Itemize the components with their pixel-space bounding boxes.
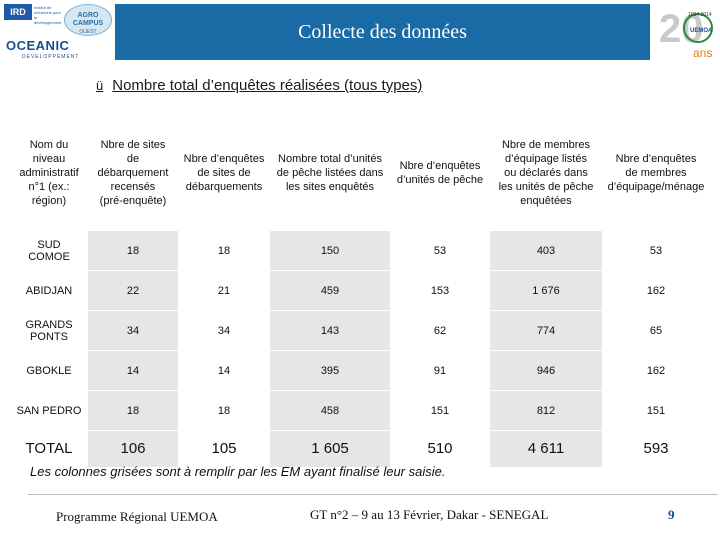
value-cell: 18 xyxy=(88,390,178,431)
agrocampus-logo-text: AGRO CAMPUS xyxy=(72,12,104,27)
value-cell: 53 xyxy=(602,230,710,271)
header-cell: Nbre de sites de débarquement recensés (… xyxy=(97,139,169,207)
table-row: ABIDJAN 22 21 459 153 1 676 162 xyxy=(10,270,710,311)
value-cell: 62 xyxy=(390,310,490,351)
header-cell: Nbre d’enquêtes de sites de débarquement… xyxy=(183,153,265,193)
value-cell: 1 676 xyxy=(490,270,602,311)
value-cell: 151 xyxy=(602,390,710,431)
header-cell: Nom du niveau administratif n°1 (ex.: ré… xyxy=(19,139,79,207)
section-subtitle-text: Nombre total d’enquêtes réalisées (tous … xyxy=(112,77,423,94)
uemoa-20-years-logo: 20 1994 2014 UEMOA ans xyxy=(655,2,717,60)
value-cell: 153 xyxy=(390,270,490,311)
value-cell: 18 xyxy=(178,390,270,431)
value-cell: 774 xyxy=(490,310,602,351)
value-cell: 151 xyxy=(390,390,490,431)
footer-program: Programme Régional UEMOA xyxy=(56,509,218,524)
agrocampus-logo-sub: OUEST xyxy=(79,29,97,35)
region-cell: SAN PEDRO xyxy=(10,390,88,431)
value-cell: 946 xyxy=(490,350,602,391)
value-cell: 34 xyxy=(178,310,270,351)
value-cell: 395 xyxy=(270,350,390,391)
header-cell: Nombre total d’unités de pêche listées d… xyxy=(276,153,384,193)
oceanic-logo-sub: DEVELOPPEMENT xyxy=(22,54,80,60)
anniv-years: 1994 2014 xyxy=(688,12,712,18)
agrocampus-logo: AGRO CAMPUS OUEST xyxy=(64,4,112,36)
region-cell: GRANDS PONTS xyxy=(10,310,88,351)
oceanic-logo: OCEANIC xyxy=(6,38,70,53)
page-title: Collecte des données xyxy=(298,21,467,43)
table-row: SUD COMOE 18 18 150 53 403 53 xyxy=(10,230,710,271)
partner-logos: IRD Institut de recherche pour le dévelo… xyxy=(2,2,112,60)
value-cell: 162 xyxy=(602,350,710,391)
anniv-suffix: ans xyxy=(693,46,712,60)
section-subtitle: ü Nombre total d’enquêtes réalisées (tous… xyxy=(96,77,422,94)
footer-divider xyxy=(28,494,718,495)
region-cell: SUD COMOE xyxy=(10,230,88,271)
value-cell: 34 xyxy=(88,310,178,351)
value-cell: 14 xyxy=(178,350,270,391)
footer-event: GT n°2 – 9 au 13 Février, Dakar - SENEGA… xyxy=(310,507,549,522)
anniv-org: UEMOA xyxy=(690,28,713,34)
data-table: SUD COMOE 18 18 150 53 403 53 ABIDJAN 22… xyxy=(10,230,710,467)
value-cell: 143 xyxy=(270,310,390,351)
value-cell: 150 xyxy=(270,230,390,271)
table-note: Les colonnes grisées sont à remplir par … xyxy=(30,464,446,479)
value-cell: 53 xyxy=(390,230,490,271)
header-cell: Nbre de membres d’équipage listés ou déc… xyxy=(498,139,594,207)
total-cell: 510 xyxy=(390,430,490,467)
uemoa-20-years-logo-graphic: 20 1994 2014 UEMOA ans xyxy=(659,7,713,60)
total-cell: 106 xyxy=(88,430,178,467)
value-cell: 14 xyxy=(88,350,178,391)
header: IRD Institut de recherche pour le dévelo… xyxy=(0,0,720,62)
ird-logo-mark: IRD xyxy=(4,4,32,20)
ird-logo-tagline: Institut de recherche pour le développem… xyxy=(34,5,62,25)
value-cell: 812 xyxy=(490,390,602,431)
region-cell: GBOKLE xyxy=(10,350,88,391)
value-cell: 91 xyxy=(390,350,490,391)
total-cell: 4 611 xyxy=(490,430,602,467)
table-row: SAN PEDRO 18 18 458 151 812 151 xyxy=(10,390,710,431)
value-cell: 162 xyxy=(602,270,710,311)
value-cell: 22 xyxy=(88,270,178,311)
page-number: 9 xyxy=(668,507,675,522)
value-cell: 403 xyxy=(490,230,602,271)
total-cell: 105 xyxy=(178,430,270,467)
table-row: GBOKLE 14 14 395 91 946 162 xyxy=(10,350,710,391)
title-bar: Collecte des données xyxy=(115,4,650,60)
value-cell: 65 xyxy=(602,310,710,351)
value-cell: 18 xyxy=(88,230,178,271)
header-cell: Nbre d’enquêtes d’unités de pêche xyxy=(396,160,484,186)
total-row: TOTAL 106 105 1 605 510 4 611 593 xyxy=(10,430,710,467)
header-cell: Nbre d’enquêtes de membres d’équipage/mé… xyxy=(607,153,705,193)
value-cell: 21 xyxy=(178,270,270,311)
value-cell: 18 xyxy=(178,230,270,271)
total-cell: 1 605 xyxy=(270,430,390,467)
value-cell: 458 xyxy=(270,390,390,431)
total-cell: 593 xyxy=(602,430,710,467)
ird-logo: IRD Institut de recherche pour le dévelo… xyxy=(4,4,61,34)
value-cell: 459 xyxy=(270,270,390,311)
table-row: GRANDS PONTS 34 34 143 62 774 65 xyxy=(10,310,710,351)
region-cell: ABIDJAN xyxy=(10,270,88,311)
total-label-cell: TOTAL xyxy=(10,430,88,467)
checkmark-icon: ü xyxy=(96,78,104,93)
